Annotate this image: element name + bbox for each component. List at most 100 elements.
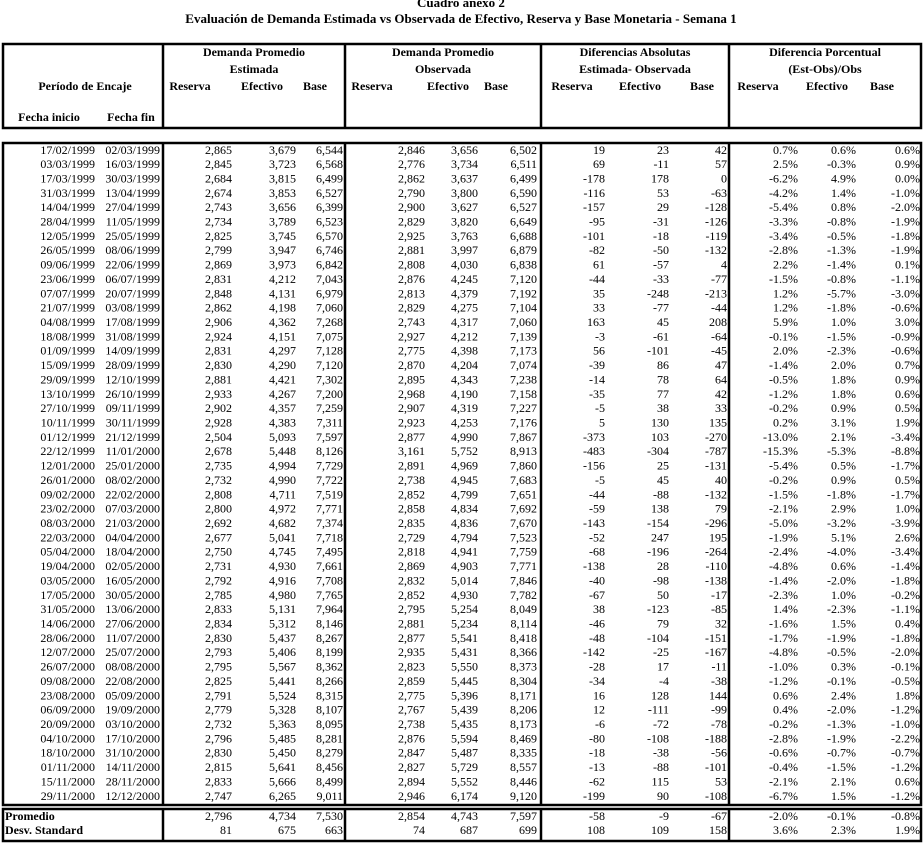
cell: 8,049 [510,602,537,616]
sub-header: Reserva [169,79,210,93]
cell: 30/11/1999 [106,416,160,430]
cell: 2,830 [205,358,232,372]
cell: 16 [593,688,605,702]
cell: 2,848 [205,286,232,300]
cell: 3.1% [831,416,856,430]
cell: 2,924 [205,329,232,343]
cell: 13/04/1999 [105,186,160,200]
cell: 2,692 [205,516,232,530]
cell: -196 [647,545,669,559]
cell: 2,830 [205,631,232,645]
cell: -88 [653,487,669,501]
cell: 2,928 [205,416,232,430]
cell: 0.4% [895,616,920,630]
cell: 38 [657,401,669,415]
sub-header: Efectivo [619,79,661,93]
cell: 31/03/1999 [40,186,95,200]
cell: -4.2% [769,186,798,200]
cell: -18 [653,229,669,243]
cell: -0.1% [769,329,798,343]
cell: 4,151 [269,329,296,343]
cell: -0.9% [891,329,920,343]
cell: 0.6% [773,688,798,702]
cell: 7,519 [316,487,343,501]
cell: 5,485 [269,731,296,745]
cell: 17/02/1999 [40,143,95,157]
cell: 2,738 [398,473,425,487]
cell: -3.4% [891,430,920,444]
cell: -0.8% [827,272,856,286]
cell: 4,190 [451,387,478,401]
cell: 208 [709,315,727,329]
cell: 2.6% [895,530,920,544]
cell: 0.0% [895,171,920,185]
cell: 6,499 [510,171,537,185]
cell: 5,541 [451,631,478,645]
cell: -0.3% [827,157,856,171]
cell: -0.2% [769,473,798,487]
cell: 8,279 [316,746,343,760]
summary-cell: 675 [278,823,296,837]
cell: 0.6% [895,774,920,788]
cell: 0 [721,171,727,185]
cell: 2,833 [205,602,232,616]
cell: -123 [647,602,669,616]
cell: 1.2% [773,286,798,300]
cell: -0.7% [827,746,856,760]
cell: 0.7% [773,143,798,157]
cell: 19/09/2000 [105,703,160,717]
cell: -483 [583,444,605,458]
cell: 3,627 [451,200,478,214]
cell: -5.3% [827,444,856,458]
cell: 29/09/1999 [40,372,95,386]
cell: -98 [653,573,669,587]
summary-cell: 2.3% [831,823,856,837]
cell: -80 [589,731,605,745]
cell: 26/01/2000 [40,473,95,487]
cell: 7,661 [316,559,343,573]
cell: 6,502 [510,143,537,157]
cell: -1.2% [891,789,920,803]
cell: -178 [583,171,605,185]
cell: -0.2% [769,401,798,415]
cell: 7,043 [316,272,343,286]
cell: -61 [653,329,669,343]
cell: 2.0% [773,344,798,358]
cell: 5,487 [451,746,478,760]
cell: -0.1% [827,674,856,688]
title: Cuadro anexo 2 [417,0,505,10]
cell: 5,312 [269,616,296,630]
cell: 7,158 [510,387,537,401]
cell: 2,743 [398,315,425,329]
cell: 4,212 [451,329,478,343]
cell: 2,876 [398,731,425,745]
cell: -46 [589,616,605,630]
cell: -101 [705,760,727,774]
cell: 7,771 [510,559,537,573]
cell: 4,930 [451,588,478,602]
cell: -128 [705,200,727,214]
cell: -11 [653,157,669,171]
cell: -1.2% [769,387,798,401]
cell: 04/04/2000 [105,530,160,544]
summary-cell: -58 [589,809,605,823]
cell: 7,060 [316,301,343,315]
cell: 77 [657,387,669,401]
cell: -59 [589,502,605,516]
cell: 103 [651,430,669,444]
cell: -5.0% [769,516,798,530]
cell: 8,281 [316,731,343,745]
cell: 01/12/1999 [40,430,95,444]
summary-cell: -2.0% [769,809,798,823]
cell: 2,747 [205,789,232,803]
cell: 6,568 [316,157,343,171]
cell: 2,729 [398,530,425,544]
cell: 08/08/2000 [105,660,160,674]
cell: 16/05/2000 [105,573,160,587]
cell: 0.5% [831,459,856,473]
cell: 06/09/2000 [40,703,95,717]
cell: 03/08/1999 [105,301,160,315]
cell: 6,746 [316,243,343,257]
cell: 2,677 [205,530,232,544]
